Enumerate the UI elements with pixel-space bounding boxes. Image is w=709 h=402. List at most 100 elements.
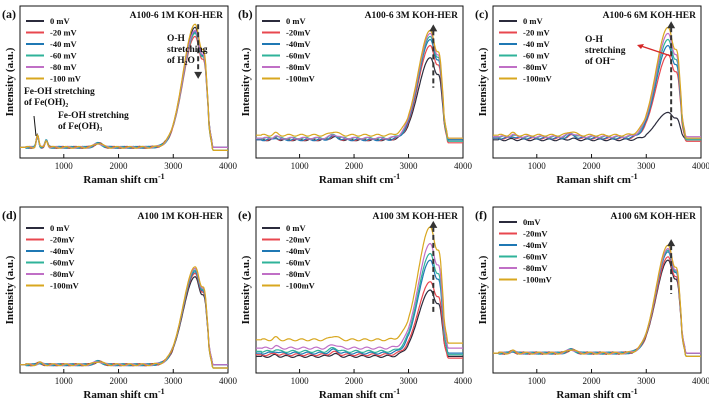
- legend-entry: -20mV: [50, 235, 75, 245]
- plot-frame: [492, 206, 702, 374]
- series-line-2: [20, 31, 228, 149]
- panel-label: (e): [238, 208, 251, 222]
- x-axis-label-sup: -1: [631, 387, 638, 396]
- panel-label: (d): [2, 208, 17, 222]
- legend-entry: -40mV: [50, 246, 75, 256]
- legend-entry: -40mV: [286, 246, 311, 256]
- x-tick-label: 1000: [55, 376, 74, 386]
- series-line-5: [256, 29, 463, 139]
- legend-entry: -40 mV: [50, 39, 78, 49]
- x-tick-label: 3000: [164, 161, 183, 171]
- legend-entry: 0 mV: [50, 223, 70, 233]
- x-axis-label-sup: -1: [631, 172, 638, 181]
- x-tick-label: 4000: [692, 161, 709, 171]
- x-axis-label: Raman shift cm-1: [83, 172, 164, 186]
- series-line-5: [493, 244, 701, 357]
- x-axis-label-sup: -1: [393, 172, 400, 181]
- legend-entry: -80mV: [523, 263, 548, 273]
- legend-entry: -100mV: [286, 74, 316, 84]
- legend-entry: 0 mV: [523, 16, 543, 26]
- x-tick-label: 4000: [454, 161, 473, 171]
- panel-label: (f): [475, 208, 487, 222]
- x-axis-label-sup: -1: [158, 387, 165, 396]
- x-axis-label-sup: -1: [158, 172, 165, 181]
- annotation-pointer: [33, 115, 37, 137]
- legend-entry: -100mV: [523, 74, 553, 84]
- legend-entry: -60 mV: [523, 51, 551, 61]
- panel-d: 1000 2000 3000 4000 Raman shift cm-1 Intensit…: [2, 206, 238, 401]
- legend-entry: 0 mV: [286, 16, 306, 26]
- panel-title: A100 6M KOH-HER: [611, 212, 697, 222]
- legend-entry: -100mV: [286, 281, 316, 291]
- panel-label: (c): [475, 7, 488, 21]
- series-line-0: [493, 111, 701, 142]
- annotation-oh-h2o: O-H: [167, 34, 186, 44]
- panel-title: A100-6 3M KOH-HER: [365, 11, 459, 21]
- annotation-red-arrow-head: [637, 44, 644, 49]
- x-axis-label-text: Raman shift cm: [83, 174, 158, 186]
- legend-entry: -100 mV: [50, 74, 82, 84]
- legend-entry: -100mV: [50, 281, 80, 291]
- panel-c: 1000 2000 3000 4000 Raman shift cm-1 Intensit…: [475, 5, 709, 186]
- x-axis-label: Raman shift cm-1: [319, 387, 400, 401]
- x-tick-label: 3000: [400, 376, 419, 386]
- x-tick-label: 4000: [219, 376, 238, 386]
- legend-entry: -40mV: [286, 39, 311, 49]
- x-tick-label: 1000: [528, 161, 547, 171]
- x-tick-label: 3000: [164, 376, 183, 386]
- annotation-fe-oh3: Fe-OH stretching: [58, 111, 129, 121]
- series-line-5: [493, 26, 701, 139]
- series-line-0: [256, 289, 463, 359]
- x-tick-label: 4000: [692, 376, 709, 386]
- x-axis-label: Raman shift cm-1: [556, 172, 637, 186]
- legend-entry: -80mV: [286, 269, 311, 279]
- series-line-2: [256, 259, 463, 355]
- x-axis-label-text: Raman shift cm: [556, 174, 631, 186]
- panel-label: (a): [2, 7, 16, 21]
- series-line-4: [256, 242, 463, 350]
- panel-b: 1000 2000 3000 4000 Raman shift cm-1 Intensit…: [238, 5, 473, 186]
- annotation-fe-oh3: of Fe(OH)₃: [58, 121, 102, 132]
- plot-frame: [255, 206, 464, 374]
- plot-frame: [255, 5, 464, 159]
- panel-title: A100 1M KOH-HER: [138, 212, 224, 222]
- x-tick-label: 2000: [110, 376, 129, 386]
- legend-entry: -80mV: [523, 62, 548, 72]
- annotation-fe-oh2: Fe-OH stretching: [24, 87, 95, 97]
- panel-a: 1000 2000 3000 4000 Raman shift cm-1 Intensit…: [2, 5, 238, 186]
- x-tick-label: 4000: [219, 161, 238, 171]
- y-axis-label: Intensity (a.u.): [477, 47, 489, 116]
- legend-entry: -40mV: [523, 240, 548, 250]
- series-line-3: [256, 252, 463, 356]
- plot-frame: [19, 5, 229, 159]
- x-axis-label-text: Raman shift cm: [556, 389, 631, 401]
- x-tick-label: 2000: [583, 376, 602, 386]
- x-axis-label-sup: -1: [393, 387, 400, 396]
- series-line-5: [256, 226, 463, 344]
- legend-entry: -60mV: [286, 258, 311, 268]
- peak-arrow-head: [667, 21, 676, 29]
- x-tick-label: 2000: [583, 161, 602, 171]
- legend-entry: -60mV: [286, 51, 311, 61]
- legend-entry: -20mV: [286, 28, 311, 38]
- panel-title: A100 3M KOH-HER: [373, 212, 459, 222]
- x-axis-label: Raman shift cm-1: [556, 387, 637, 401]
- annotation-oh-oh: of OH⁻: [585, 57, 615, 67]
- series-line-5: [20, 23, 228, 151]
- annotation-oh-h2o: stretching: [167, 45, 208, 55]
- y-axis-label: Intensity (a.u.): [240, 47, 252, 116]
- y-axis-label: Intensity (a.u.): [4, 255, 16, 324]
- legend-entry: -20 mV: [50, 28, 78, 38]
- x-axis-label-text: Raman shift cm: [83, 389, 158, 401]
- panel-f: 1000 2000 3000 4000 Raman shift cm-1 Intensit…: [475, 206, 709, 401]
- panel-label: (b): [238, 7, 253, 21]
- legend-entry: 0 mV: [50, 16, 70, 26]
- series-line-4: [256, 32, 463, 140]
- x-axis-label: Raman shift cm-1: [83, 387, 164, 401]
- x-tick-label: 3000: [400, 161, 419, 171]
- legend-entry: 0mV: [523, 217, 541, 227]
- x-tick-label: 1000: [55, 161, 74, 171]
- panel-title: A100-6 1M KOH-HER: [130, 11, 224, 21]
- plot-frame: [492, 5, 702, 159]
- x-tick-label: 2000: [110, 161, 129, 171]
